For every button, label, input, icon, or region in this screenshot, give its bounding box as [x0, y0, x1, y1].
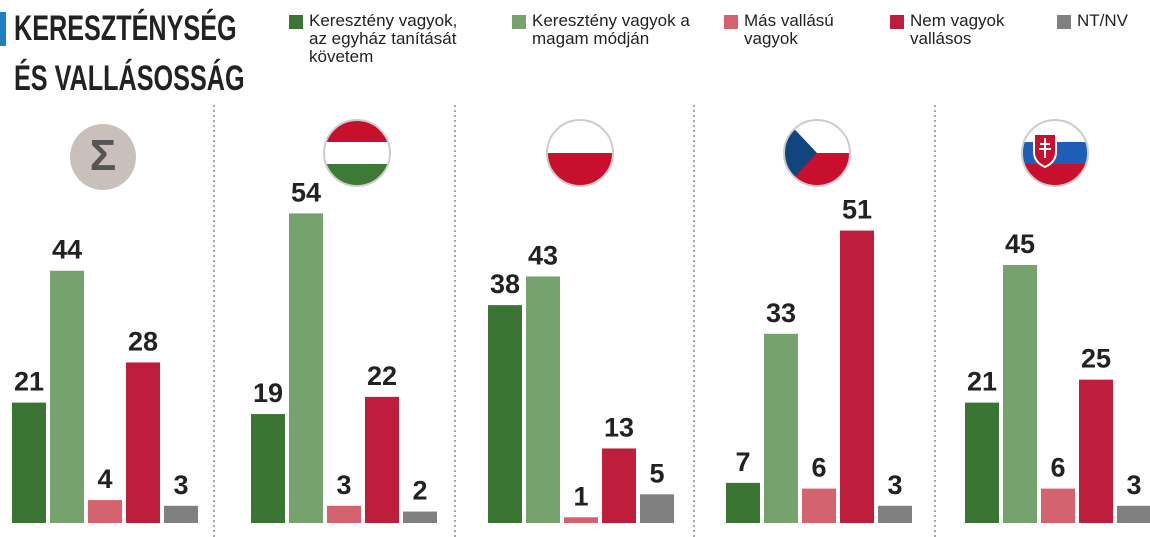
legend-swatch	[890, 15, 904, 29]
bar	[564, 517, 598, 523]
bar	[726, 482, 760, 523]
bar	[403, 511, 437, 523]
total-icon	[70, 124, 136, 190]
category-label: Σ	[90, 131, 116, 180]
legend-swatch	[512, 15, 526, 29]
value-label: 51	[842, 195, 872, 225]
legend-label: Keresztény vagyok a magam módján	[532, 11, 690, 48]
value-label: 22	[367, 361, 397, 391]
bar	[251, 414, 285, 523]
value-label: 19	[253, 378, 283, 408]
value-label: 6	[1050, 453, 1065, 483]
legend-label: Nem vagyok vallásos	[910, 11, 1005, 48]
legend-label: Más vallású vagyok	[744, 11, 834, 48]
flag-cz	[784, 120, 850, 186]
value-label: 3	[336, 470, 351, 500]
bar	[840, 230, 874, 523]
bar	[327, 505, 361, 523]
legend-swatch	[1057, 15, 1071, 29]
value-label: 7	[735, 447, 750, 477]
bar	[88, 500, 122, 523]
bar	[878, 505, 912, 523]
value-label: 44	[52, 235, 82, 265]
legend-label: NT/NV	[1077, 11, 1128, 30]
value-label: 3	[173, 470, 188, 500]
flag-sk	[1022, 120, 1088, 186]
bar	[1041, 488, 1075, 523]
bar	[1003, 265, 1037, 523]
value-label: 4	[97, 464, 112, 494]
bar	[1117, 505, 1150, 523]
legend-label: Keresztény vagyok, az egyház tanítását k…	[309, 11, 458, 66]
value-label: 1	[573, 481, 588, 511]
bar	[965, 402, 999, 523]
bar	[12, 402, 46, 523]
bar	[365, 396, 399, 523]
value-label: 5	[649, 458, 664, 488]
bar	[526, 276, 560, 523]
legend-swatch	[289, 15, 303, 29]
value-label: 54	[291, 177, 321, 207]
value-label: 25	[1081, 344, 1111, 374]
value-label: 6	[811, 453, 826, 483]
value-label: 13	[604, 412, 634, 442]
bar	[488, 305, 522, 523]
bar	[50, 270, 84, 523]
value-label: 28	[128, 326, 158, 356]
bar	[164, 505, 198, 523]
bar	[1079, 379, 1113, 523]
legend-swatch	[724, 15, 738, 29]
value-label: 21	[14, 367, 44, 397]
bar	[640, 494, 674, 523]
bar	[764, 333, 798, 523]
bar	[126, 362, 160, 523]
value-label: 21	[967, 367, 997, 397]
title-accent	[0, 12, 6, 46]
value-label: 43	[528, 240, 558, 270]
value-label: 38	[490, 269, 520, 299]
bar	[289, 213, 323, 523]
value-label: 3	[887, 470, 902, 500]
bar	[802, 488, 836, 523]
separators	[213, 105, 936, 537]
flag-hu	[324, 120, 390, 186]
flag-pl	[547, 120, 613, 186]
value-label: 45	[1005, 229, 1035, 259]
value-label: 33	[766, 298, 796, 328]
value-label: 3	[1126, 470, 1141, 500]
bar	[602, 448, 636, 523]
value-label: 2	[412, 476, 427, 506]
chart-title: KERESZTÉNYSÉG ÉS VALLÁSOSSÁG	[14, 9, 245, 98]
